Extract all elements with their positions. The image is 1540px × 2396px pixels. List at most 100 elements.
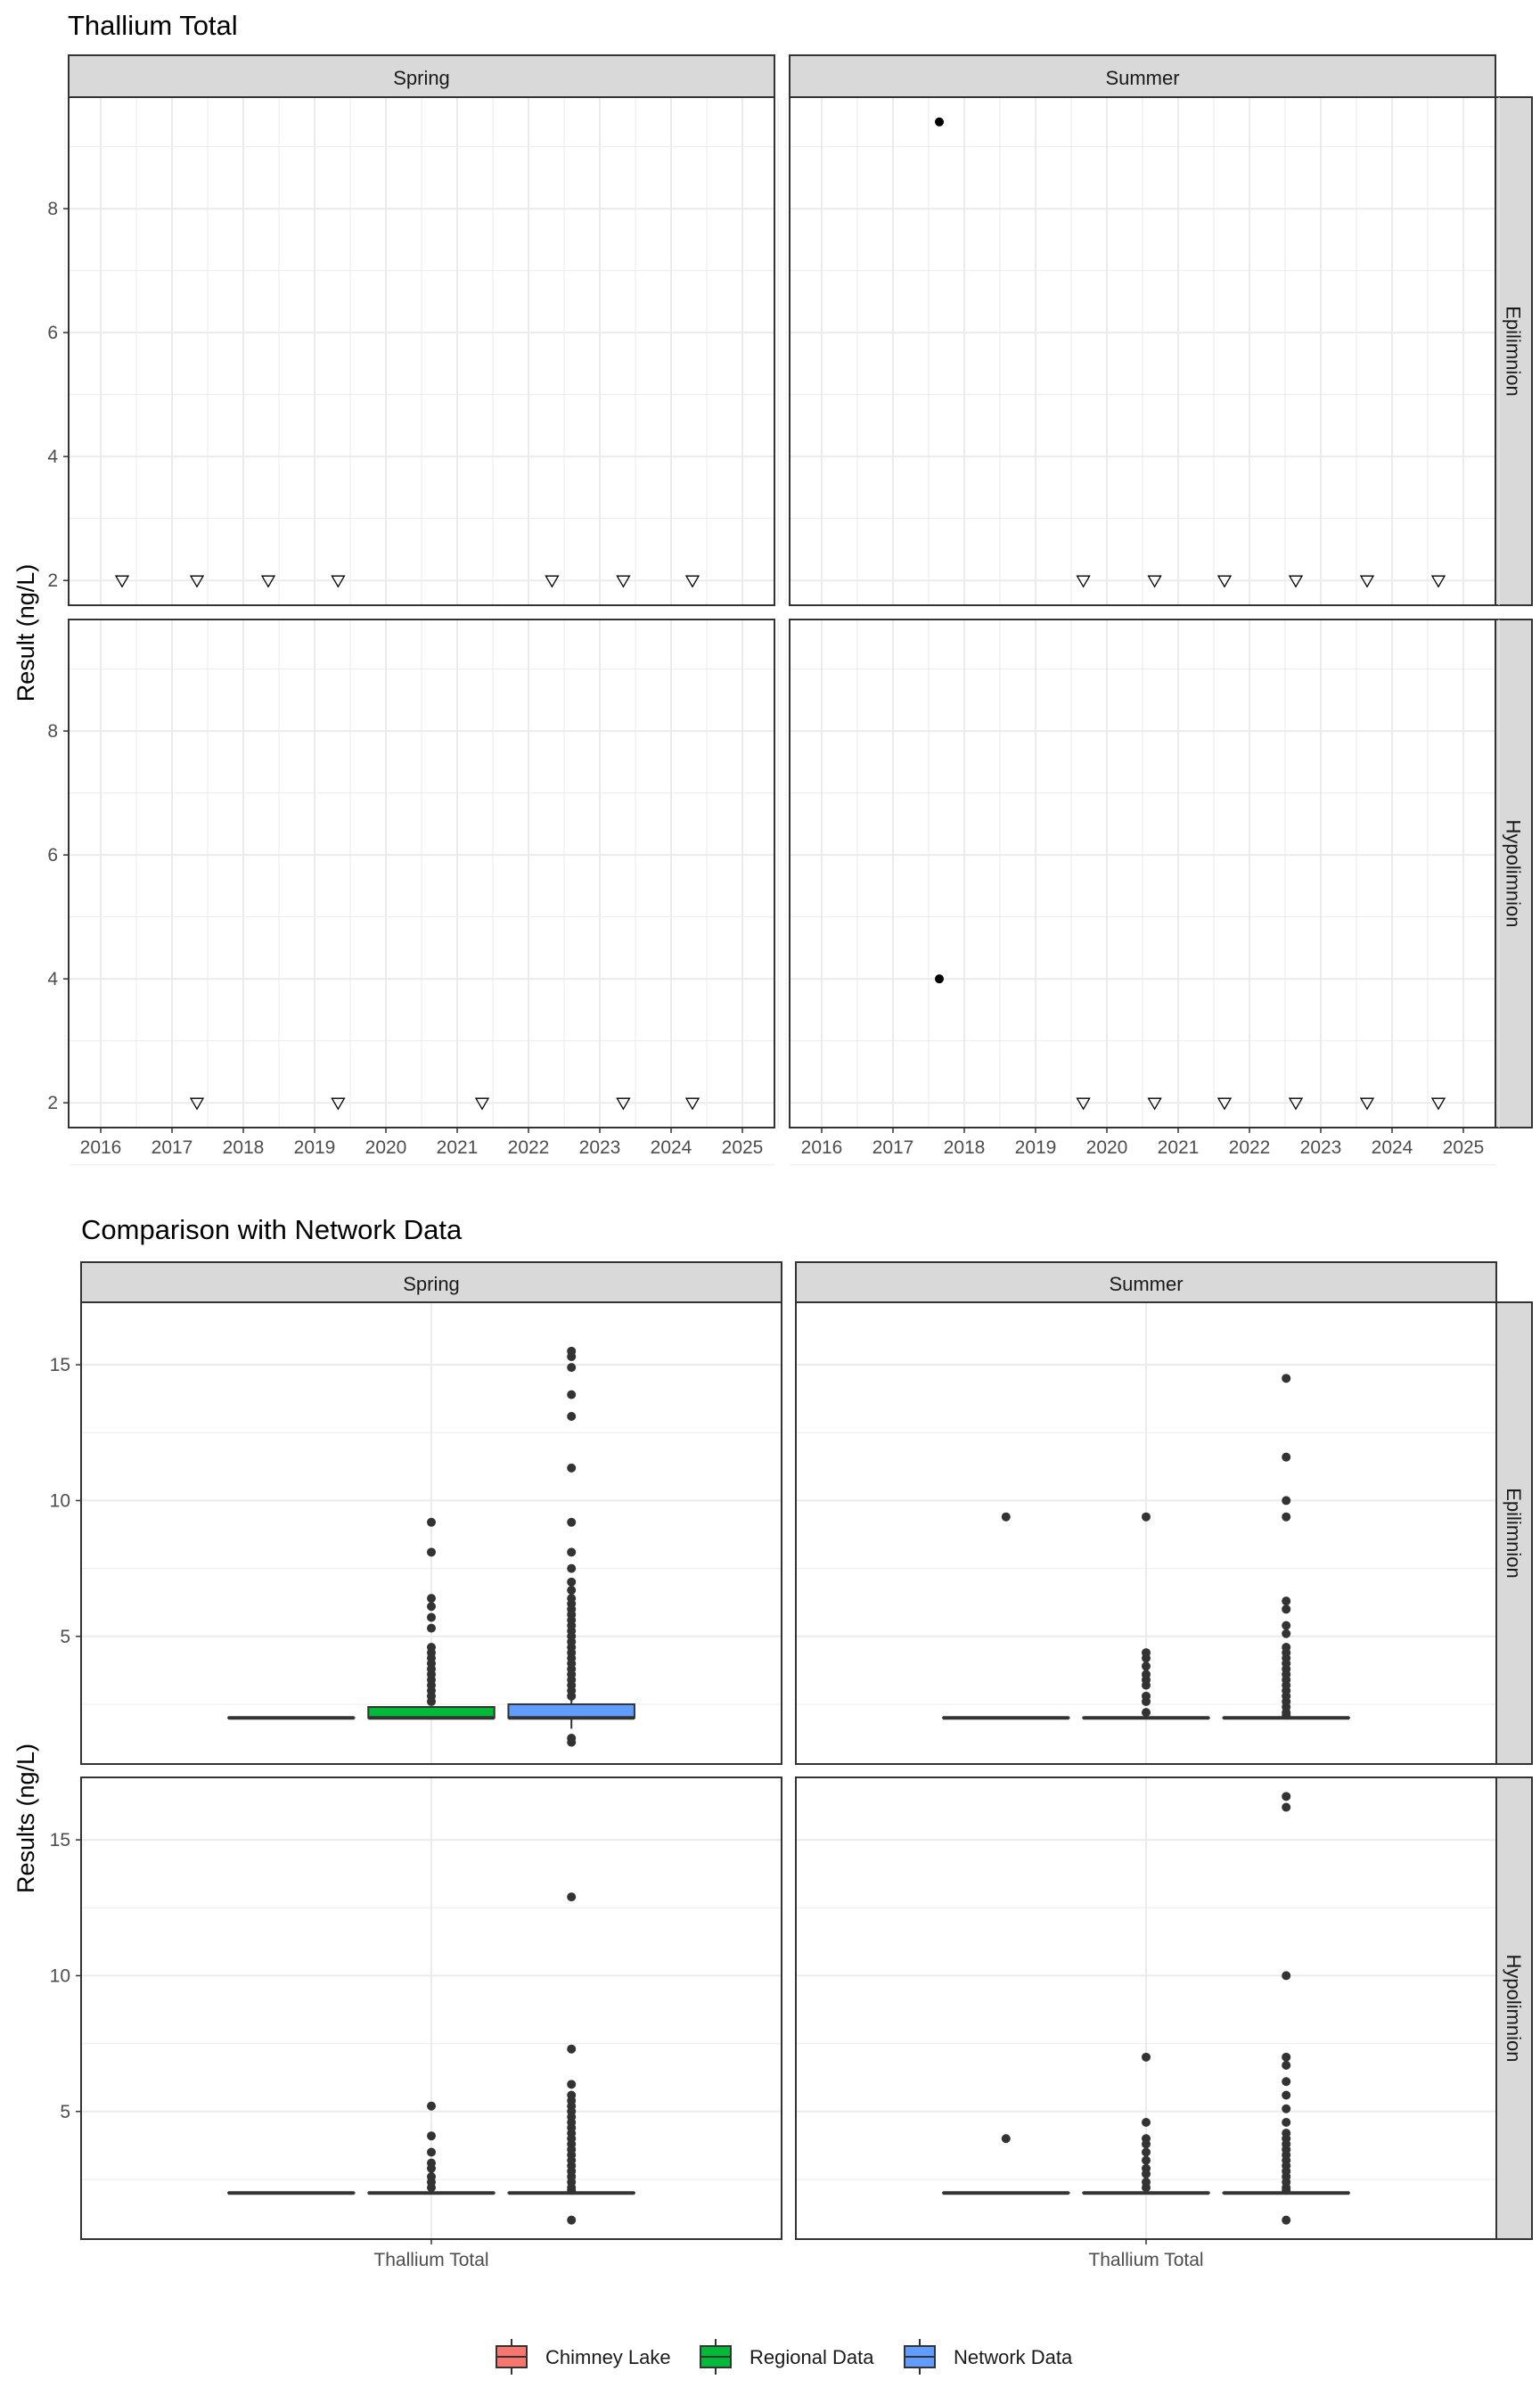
outlier-point	[1282, 1512, 1291, 1522]
chart-1-panel-epilimnion-summer	[785, 96, 1500, 644]
box-network-data	[1222, 1792, 1350, 2225]
legend-label: Regional Data	[750, 2346, 874, 2368]
outlier-point	[567, 1547, 577, 1557]
outlier-point	[567, 2090, 577, 2100]
outlier-point	[427, 2171, 436, 2181]
panel-border	[789, 619, 1496, 1128]
outlier-point	[1282, 1971, 1291, 1981]
chart-1-strip-label-spring: Spring	[393, 67, 450, 89]
outlier-point	[1282, 2052, 1291, 2062]
y-tick-label: 5	[60, 1627, 70, 1647]
outlier-point	[1142, 1512, 1151, 1522]
chart-2-strip-epilimnion	[1495, 1301, 1533, 1765]
data-point-below-detection-limit	[1359, 1097, 1375, 1111]
outlier-point	[1142, 2052, 1151, 2062]
chart-1-strip-spring	[68, 54, 775, 98]
outlier-point	[1001, 1512, 1011, 1522]
box-network-data	[507, 1892, 635, 2225]
chart-1-panel-hypolimnion-spring	[64, 619, 779, 1166]
outlier-point	[1282, 1792, 1291, 1801]
y-tick-label: 10	[50, 1965, 70, 1986]
chart-2-panel-epilimnion-spring	[80, 1301, 782, 1765]
outlier-point	[1282, 1496, 1291, 1506]
box-regional-data	[1082, 1512, 1210, 1720]
data-point-below-detection-limit	[1430, 575, 1446, 588]
data-point-below-detection-limit	[1147, 1097, 1162, 1111]
box-chimney-lake	[942, 1512, 1070, 1720]
outlier-point	[1142, 2163, 1151, 2173]
chart-2-strip-spring	[80, 1261, 782, 1303]
outlier-point	[427, 2147, 436, 2157]
data-point-below-detection-limit	[331, 1097, 346, 1111]
outlier-point	[427, 1547, 436, 1557]
y-tick-label: 2	[47, 1093, 58, 1113]
data-point-below-detection-limit	[1076, 575, 1091, 588]
chart-1-strip-label-epilimnion: Epilimnion	[1503, 306, 1525, 397]
x-tick-label: 2019	[294, 1137, 336, 1158]
panel-border	[80, 1301, 782, 1765]
x-tick-label: 2016	[801, 1137, 843, 1158]
outlier-point	[1282, 1452, 1291, 1462]
x-tick-label: 2024	[1372, 1137, 1413, 1158]
chart-2-strip-label-summer: Summer	[1109, 1273, 1183, 1295]
outlier-point	[567, 1563, 577, 1573]
chart-2-panel-hypolimnion-summer	[795, 1776, 1497, 2240]
chart-2-panel-hypolimnion-spring	[80, 1776, 782, 2240]
outlier-point	[427, 1517, 436, 1527]
x-tick-label: 2021	[437, 1137, 479, 1158]
outlier-point	[1142, 1662, 1151, 1671]
outlier-point	[1282, 1642, 1291, 1652]
outlier-point	[1282, 1629, 1291, 1638]
y-tick-label: 6	[47, 845, 58, 866]
outlier-point	[567, 1594, 577, 1604]
x-tick-label: 2023	[1300, 1137, 1342, 1158]
outlier-point	[427, 2101, 436, 2111]
y-tick-label: 4	[47, 447, 58, 467]
outlier-point	[1142, 1708, 1151, 1718]
outlier-point	[567, 1411, 577, 1421]
chart-2-boxplots: Spring Summer Epilimnion Hypolimnion 5 10 15 5 1…	[50, 1261, 1533, 2270]
chart-2-strip-label-epilimnion: Epilimnion	[1503, 1488, 1525, 1579]
x-tick-label: 2018	[944, 1137, 986, 1158]
x-tick-label: 2024	[651, 1137, 692, 1158]
data-point-below-detection-limit	[1288, 1097, 1304, 1111]
outlier-point	[1142, 2155, 1151, 2165]
panel-border	[789, 96, 1496, 606]
outlier-point	[567, 2044, 577, 2054]
outlier-point	[1282, 1596, 1291, 1606]
box-regional-data	[367, 2101, 496, 2195]
data-point-below-detection-limit	[189, 1097, 205, 1111]
legend-label: Network Data	[954, 2346, 1073, 2368]
y-tick-label: 8	[47, 721, 58, 742]
data-point-below-detection-limit	[474, 1097, 490, 1111]
outlier-point	[1282, 2129, 1291, 2138]
data-point-below-detection-limit	[1147, 575, 1162, 588]
outlier-point	[1282, 1802, 1291, 1812]
outlier-point	[567, 1734, 577, 1744]
chart-1-y-axis-label: Result (ng/L)	[12, 564, 39, 702]
y-tick-label: 15	[50, 1355, 70, 1375]
outlier-point	[1282, 2117, 1291, 2127]
data-point-below-detection-limit	[684, 1097, 700, 1111]
outlier-point	[1282, 1621, 1291, 1630]
data-point-below-detection-limit	[1216, 575, 1233, 588]
legend: Chimney Lake Regional Data Network Data	[496, 2339, 1073, 2375]
outlier-point	[567, 1346, 577, 1356]
chart-1-strip-epilimnion	[1495, 96, 1533, 606]
x-tick-label: 2019	[1015, 1137, 1057, 1158]
outlier-point	[427, 1602, 436, 1612]
y-tick-label: 5	[60, 2102, 70, 2122]
data-point-below-detection-limit	[1359, 575, 1375, 588]
box-regional-data	[1082, 2052, 1210, 2195]
outlier-point	[1001, 2134, 1011, 2144]
x-tick-label: Thallium Total	[373, 2250, 488, 2270]
outlier-point	[427, 2158, 436, 2168]
chart-1-title: Thallium Total	[68, 10, 238, 41]
x-tick-label: 2021	[1158, 1137, 1200, 1158]
y-tick-label: 10	[50, 1490, 70, 1511]
data-point-below-detection-limit	[1288, 575, 1304, 588]
y-tick-label: 6	[47, 323, 58, 343]
x-tick-label: 2025	[1443, 1137, 1485, 1158]
x-tick-label: 2017	[152, 1137, 193, 1158]
